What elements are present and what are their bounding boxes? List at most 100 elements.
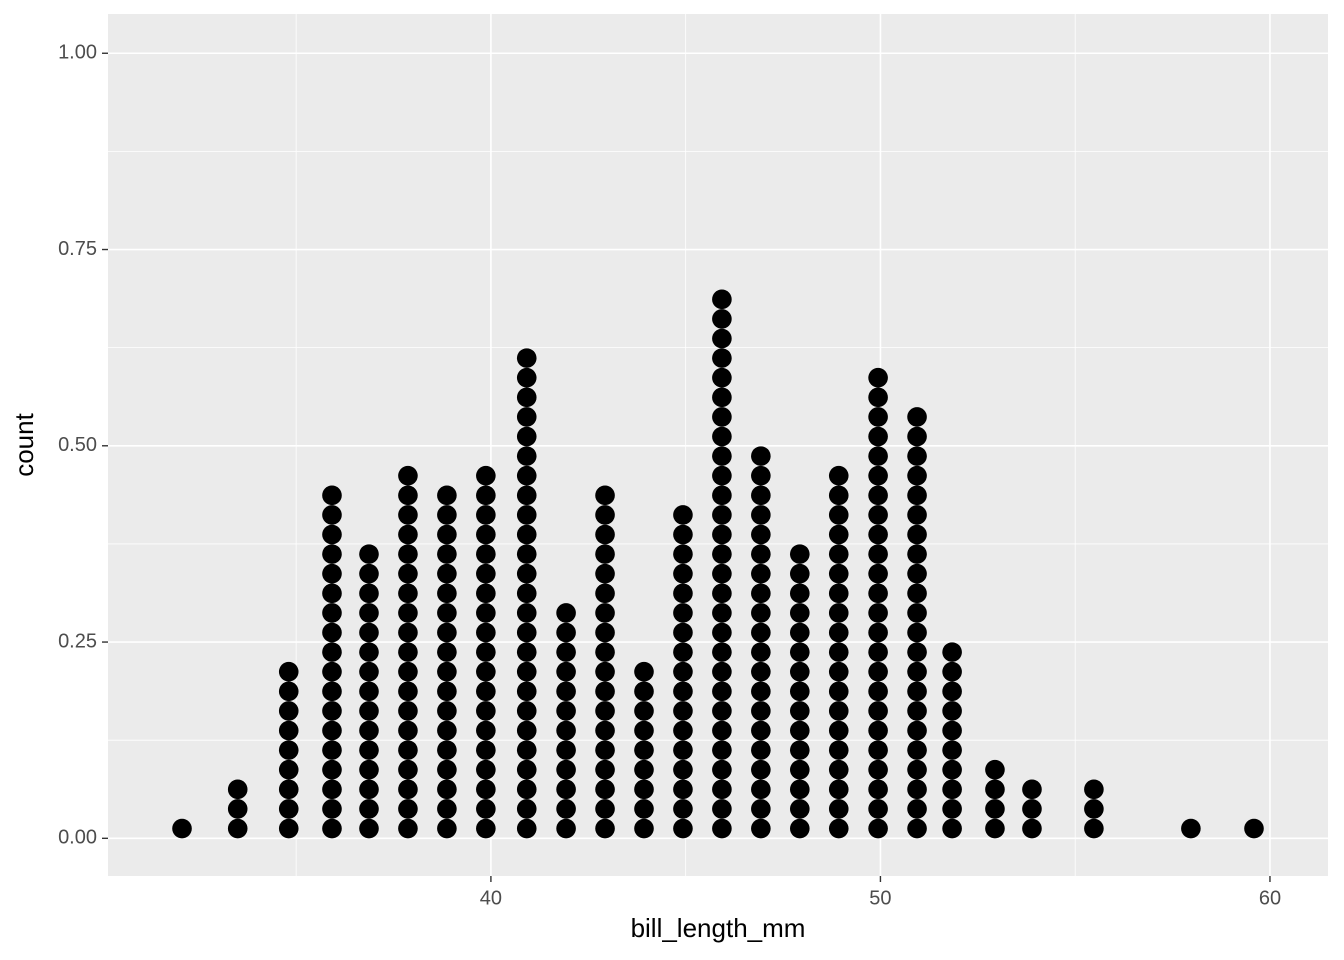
dot	[322, 720, 342, 741]
dot	[516, 407, 537, 427]
dot	[476, 544, 496, 564]
dot	[868, 603, 888, 623]
dot	[634, 661, 654, 682]
dot	[673, 622, 693, 643]
dot	[828, 799, 849, 819]
dot	[556, 603, 576, 623]
dot	[868, 681, 888, 702]
y-tick-label: 0.00	[58, 827, 97, 849]
dot	[790, 583, 810, 604]
dot	[556, 720, 576, 741]
marks	[172, 289, 1264, 839]
dot	[942, 818, 962, 839]
dot	[595, 563, 615, 584]
dot	[516, 505, 537, 525]
dot	[907, 485, 927, 506]
dot	[828, 622, 849, 643]
dot	[278, 720, 299, 741]
dot	[516, 740, 537, 760]
dot	[398, 779, 418, 800]
dot	[712, 544, 732, 564]
dot	[712, 740, 732, 760]
grid: 0.00 0.25 0.50 0.75 1.00 40 50 60	[58, 14, 1328, 909]
dot	[712, 328, 732, 349]
dot	[907, 524, 927, 545]
dot	[322, 661, 342, 682]
dot	[1084, 779, 1104, 800]
dot	[556, 799, 576, 819]
dot	[278, 799, 299, 819]
dot	[828, 681, 849, 702]
dot	[437, 622, 457, 643]
dot	[751, 759, 771, 780]
dot	[751, 485, 771, 506]
dot	[828, 818, 849, 839]
dot	[673, 701, 693, 721]
dot	[516, 759, 537, 780]
dot	[278, 779, 299, 800]
dot	[516, 799, 537, 819]
dot	[398, 681, 418, 702]
dot	[516, 818, 537, 839]
dot	[398, 603, 418, 623]
dot	[868, 367, 888, 388]
dot	[828, 779, 849, 800]
dot	[322, 505, 342, 525]
dot	[476, 563, 496, 584]
dot	[790, 661, 810, 682]
dot	[634, 701, 654, 721]
dot	[437, 524, 457, 545]
dot	[634, 740, 654, 760]
dot	[595, 701, 615, 721]
dot	[712, 642, 732, 662]
dot	[437, 740, 457, 760]
dot	[673, 563, 693, 584]
dot	[322, 622, 342, 643]
dot	[359, 563, 379, 584]
dot	[712, 485, 732, 506]
dot	[985, 799, 1005, 819]
dot	[828, 701, 849, 721]
dot	[359, 701, 379, 721]
dot	[907, 505, 927, 525]
dot	[359, 622, 379, 643]
dot	[868, 387, 888, 408]
dot	[712, 603, 732, 623]
dot	[790, 818, 810, 839]
dot	[359, 642, 379, 662]
dot	[828, 603, 849, 623]
dot	[942, 642, 962, 662]
dot	[828, 642, 849, 662]
dot	[437, 485, 457, 506]
dot	[712, 289, 732, 310]
dot	[868, 505, 888, 525]
dot	[712, 818, 732, 839]
dot	[398, 465, 418, 486]
dot	[476, 759, 496, 780]
dot	[712, 426, 732, 447]
dot	[398, 642, 418, 662]
dot	[1084, 818, 1104, 839]
dot	[673, 524, 693, 545]
dot	[172, 818, 192, 839]
dot	[942, 799, 962, 819]
dot	[942, 661, 962, 682]
dot	[828, 563, 849, 584]
dot	[516, 681, 537, 702]
dot	[634, 681, 654, 702]
dot	[476, 681, 496, 702]
dot	[595, 505, 615, 525]
dot	[828, 583, 849, 604]
dot	[712, 701, 732, 721]
dot	[322, 759, 342, 780]
dot	[476, 603, 496, 623]
dot	[516, 583, 537, 604]
dot	[227, 799, 248, 819]
dot	[942, 740, 962, 760]
dot	[868, 779, 888, 800]
dot	[712, 563, 732, 584]
dot	[751, 642, 771, 662]
dot	[398, 505, 418, 525]
dot	[712, 759, 732, 780]
dot	[437, 505, 457, 525]
